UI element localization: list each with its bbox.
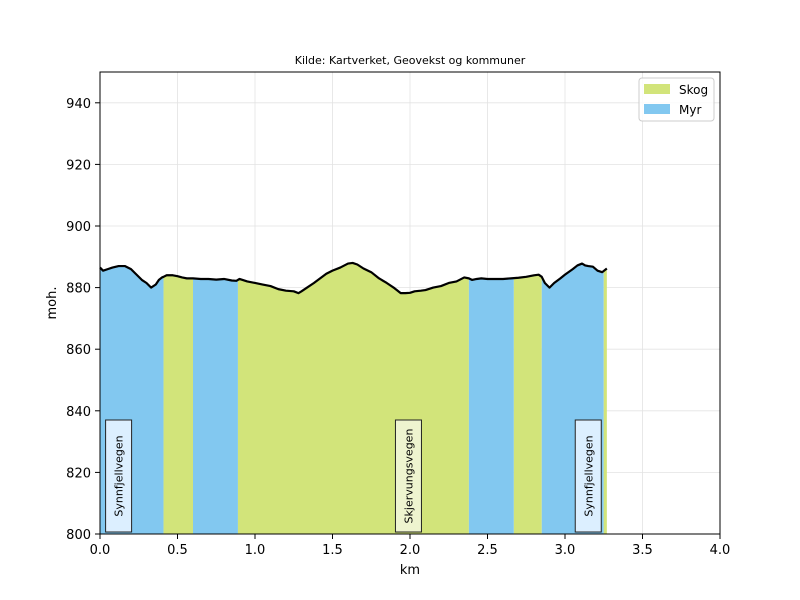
- legend-swatch-myr: [644, 104, 670, 114]
- road-label-box: [105, 419, 133, 533]
- road-label-box: [574, 419, 602, 533]
- y-tick-label: 920: [66, 158, 91, 173]
- chart-title: Kilde: Kartverket, Geovekst og kommuner: [295, 54, 526, 67]
- x-tick-label: 0.5: [167, 543, 188, 558]
- x-tick-label: 4.0: [710, 543, 731, 558]
- plot-area: Synnfjellvegen Skjervungsvegen Synnfjellve…: [66, 71, 731, 558]
- legend: Skog Myr: [638, 77, 715, 122]
- road-label-text: Synnfjellvegen: [582, 435, 595, 516]
- legend-label-myr: Myr: [679, 103, 701, 117]
- x-tick-label: 1.0: [245, 543, 266, 558]
- land-cover-skog: [237, 262, 469, 534]
- road-label: Synnfjellvegen: [574, 419, 602, 533]
- road-label-box: [394, 419, 422, 533]
- elevation-line: [99, 261, 608, 295]
- road-label: Skjervungsvegen: [394, 419, 422, 533]
- x-tick-label: 3.5: [632, 543, 653, 558]
- y-tick-label: 940: [66, 97, 91, 112]
- land-cover-myr: [468, 278, 514, 534]
- y-axis-label: moh.: [45, 287, 60, 320]
- y-tick-label: 840: [66, 405, 91, 420]
- y-tick-label: 820: [66, 466, 91, 481]
- road-label: Synnfjellvegen: [105, 419, 133, 533]
- x-tick-label: 1.5: [322, 543, 343, 558]
- x-tick-label: 0.0: [90, 543, 111, 558]
- road-label-text: Skjervungsvegen: [402, 429, 415, 524]
- land-cover-myr: [193, 278, 238, 534]
- y-tick-label: 900: [66, 220, 91, 235]
- x-tick-label: 2.5: [477, 543, 498, 558]
- y-tick-label: 880: [66, 282, 91, 297]
- x-axis-label: km: [400, 563, 420, 578]
- legend-label-skog: Skog: [679, 83, 708, 97]
- x-tick-label: 2.0: [400, 543, 421, 558]
- y-tick-label: 860: [66, 343, 91, 358]
- x-tick-label: 3.0: [555, 543, 576, 558]
- y-tick-label: 800: [66, 528, 91, 543]
- land-cover-skog: [513, 274, 542, 534]
- land-cover-skog: [163, 275, 193, 534]
- land-cover-skog: [603, 268, 607, 534]
- legend-swatch-skog: [644, 84, 670, 94]
- road-label-text: Synnfjellvegen: [113, 435, 126, 516]
